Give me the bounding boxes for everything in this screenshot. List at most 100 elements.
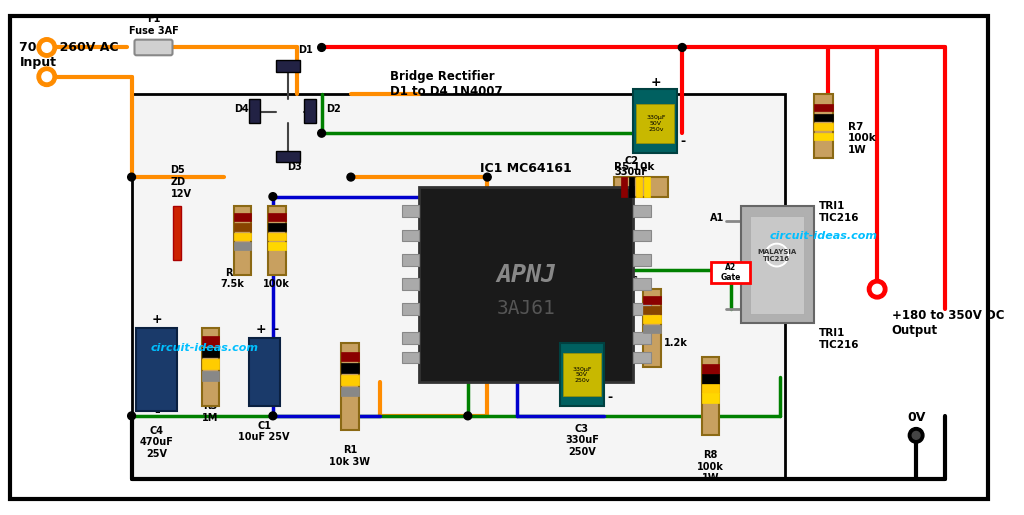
Bar xyxy=(740,207,814,323)
Bar xyxy=(634,90,677,153)
Circle shape xyxy=(867,280,887,299)
Bar xyxy=(419,187,634,382)
Text: R2
7.5k: R2 7.5k xyxy=(220,268,244,289)
Bar xyxy=(643,325,660,333)
Text: 70 to 260V AC
Input: 70 to 260V AC Input xyxy=(19,41,119,70)
Bar xyxy=(634,303,651,315)
Text: -: - xyxy=(680,135,685,148)
Bar xyxy=(636,177,642,197)
Bar xyxy=(268,223,286,231)
Text: APNJ: APNJ xyxy=(497,263,556,286)
Bar xyxy=(268,207,286,274)
Text: +: + xyxy=(577,328,587,341)
Bar xyxy=(341,363,358,373)
Circle shape xyxy=(347,173,354,181)
Bar xyxy=(701,357,719,435)
Bar xyxy=(643,296,660,304)
Bar xyxy=(634,332,651,344)
Bar xyxy=(173,207,181,260)
Text: D3: D3 xyxy=(288,162,302,173)
Bar xyxy=(233,207,252,274)
Bar xyxy=(401,230,419,242)
Text: +: + xyxy=(255,323,266,336)
Circle shape xyxy=(37,38,56,57)
Text: D5
ZD
12V: D5 ZD 12V xyxy=(171,165,191,199)
Text: A1: A1 xyxy=(710,213,724,223)
Text: A2
Gate: A2 Gate xyxy=(721,263,741,282)
Bar xyxy=(268,233,286,241)
Text: +180 to 350V DC
Output: +180 to 350V DC Output xyxy=(892,308,1005,337)
Bar xyxy=(751,216,804,314)
Circle shape xyxy=(317,44,326,52)
Circle shape xyxy=(464,412,472,420)
Circle shape xyxy=(678,44,686,52)
Circle shape xyxy=(269,412,276,420)
Bar xyxy=(131,94,784,479)
Bar xyxy=(634,352,651,363)
Text: C4
470uF
25V: C4 470uF 25V xyxy=(140,425,174,459)
Bar xyxy=(401,303,419,315)
Bar xyxy=(268,243,286,250)
Circle shape xyxy=(37,67,56,87)
Bar xyxy=(401,332,419,344)
Bar xyxy=(202,371,219,381)
Bar xyxy=(701,374,719,384)
Circle shape xyxy=(908,427,924,443)
Circle shape xyxy=(269,193,276,200)
Text: C2
330uF
250V: C2 330uF 250V xyxy=(614,156,648,189)
Bar xyxy=(701,364,719,374)
Circle shape xyxy=(42,72,51,81)
Bar xyxy=(341,343,358,431)
Text: R7
100k
1W: R7 100k 1W xyxy=(848,122,877,154)
Text: MALAYSIA
TIC216: MALAYSIA TIC216 xyxy=(757,249,797,262)
Bar xyxy=(275,60,300,72)
Bar xyxy=(304,99,315,124)
Bar xyxy=(814,133,834,140)
Bar xyxy=(249,99,260,124)
Bar xyxy=(629,177,635,197)
Text: -: - xyxy=(607,391,612,404)
Bar xyxy=(202,348,219,357)
Bar xyxy=(233,233,252,241)
Text: +: + xyxy=(152,313,162,327)
Text: 330µF
50V
250v: 330µF 50V 250v xyxy=(646,115,666,132)
Bar xyxy=(401,205,419,217)
Text: R6: R6 xyxy=(624,277,638,286)
Bar xyxy=(401,279,419,290)
Text: R1
10k 3W: R1 10k 3W xyxy=(330,445,371,467)
Bar xyxy=(634,279,651,290)
Circle shape xyxy=(872,284,882,294)
Bar xyxy=(634,254,651,266)
Circle shape xyxy=(42,43,51,53)
Bar xyxy=(249,338,280,406)
Text: TRI1
TIC216: TRI1 TIC216 xyxy=(818,328,859,350)
Bar xyxy=(814,94,834,158)
Bar xyxy=(643,306,660,314)
Circle shape xyxy=(483,173,492,181)
Bar xyxy=(634,230,651,242)
Bar xyxy=(341,387,358,397)
Bar xyxy=(401,352,419,363)
Bar xyxy=(268,213,286,221)
Bar xyxy=(136,328,177,411)
Text: R8
100k
1W: R8 100k 1W xyxy=(697,450,724,483)
Text: +: + xyxy=(650,76,662,90)
Bar xyxy=(563,353,601,397)
Text: Bridge Rectifier
D1 to D4 1N4007: Bridge Rectifier D1 to D4 1N4007 xyxy=(390,70,503,98)
Bar xyxy=(233,223,252,231)
Text: D4: D4 xyxy=(233,104,249,114)
Bar xyxy=(621,177,627,197)
Text: -: - xyxy=(272,323,278,336)
Bar xyxy=(202,359,219,369)
Text: circuit-ideas.com: circuit-ideas.com xyxy=(152,343,259,353)
Bar xyxy=(712,262,751,283)
Text: IC1 MC64161: IC1 MC64161 xyxy=(480,162,572,175)
Text: C1
10uF 25V: C1 10uF 25V xyxy=(239,421,290,442)
Bar xyxy=(341,352,358,362)
Bar xyxy=(202,336,219,346)
Text: 330µF
50V
250v: 330µF 50V 250v xyxy=(572,367,592,383)
Circle shape xyxy=(765,244,788,267)
Circle shape xyxy=(128,412,135,420)
Text: R5 10k: R5 10k xyxy=(614,162,654,173)
Bar xyxy=(814,104,834,111)
